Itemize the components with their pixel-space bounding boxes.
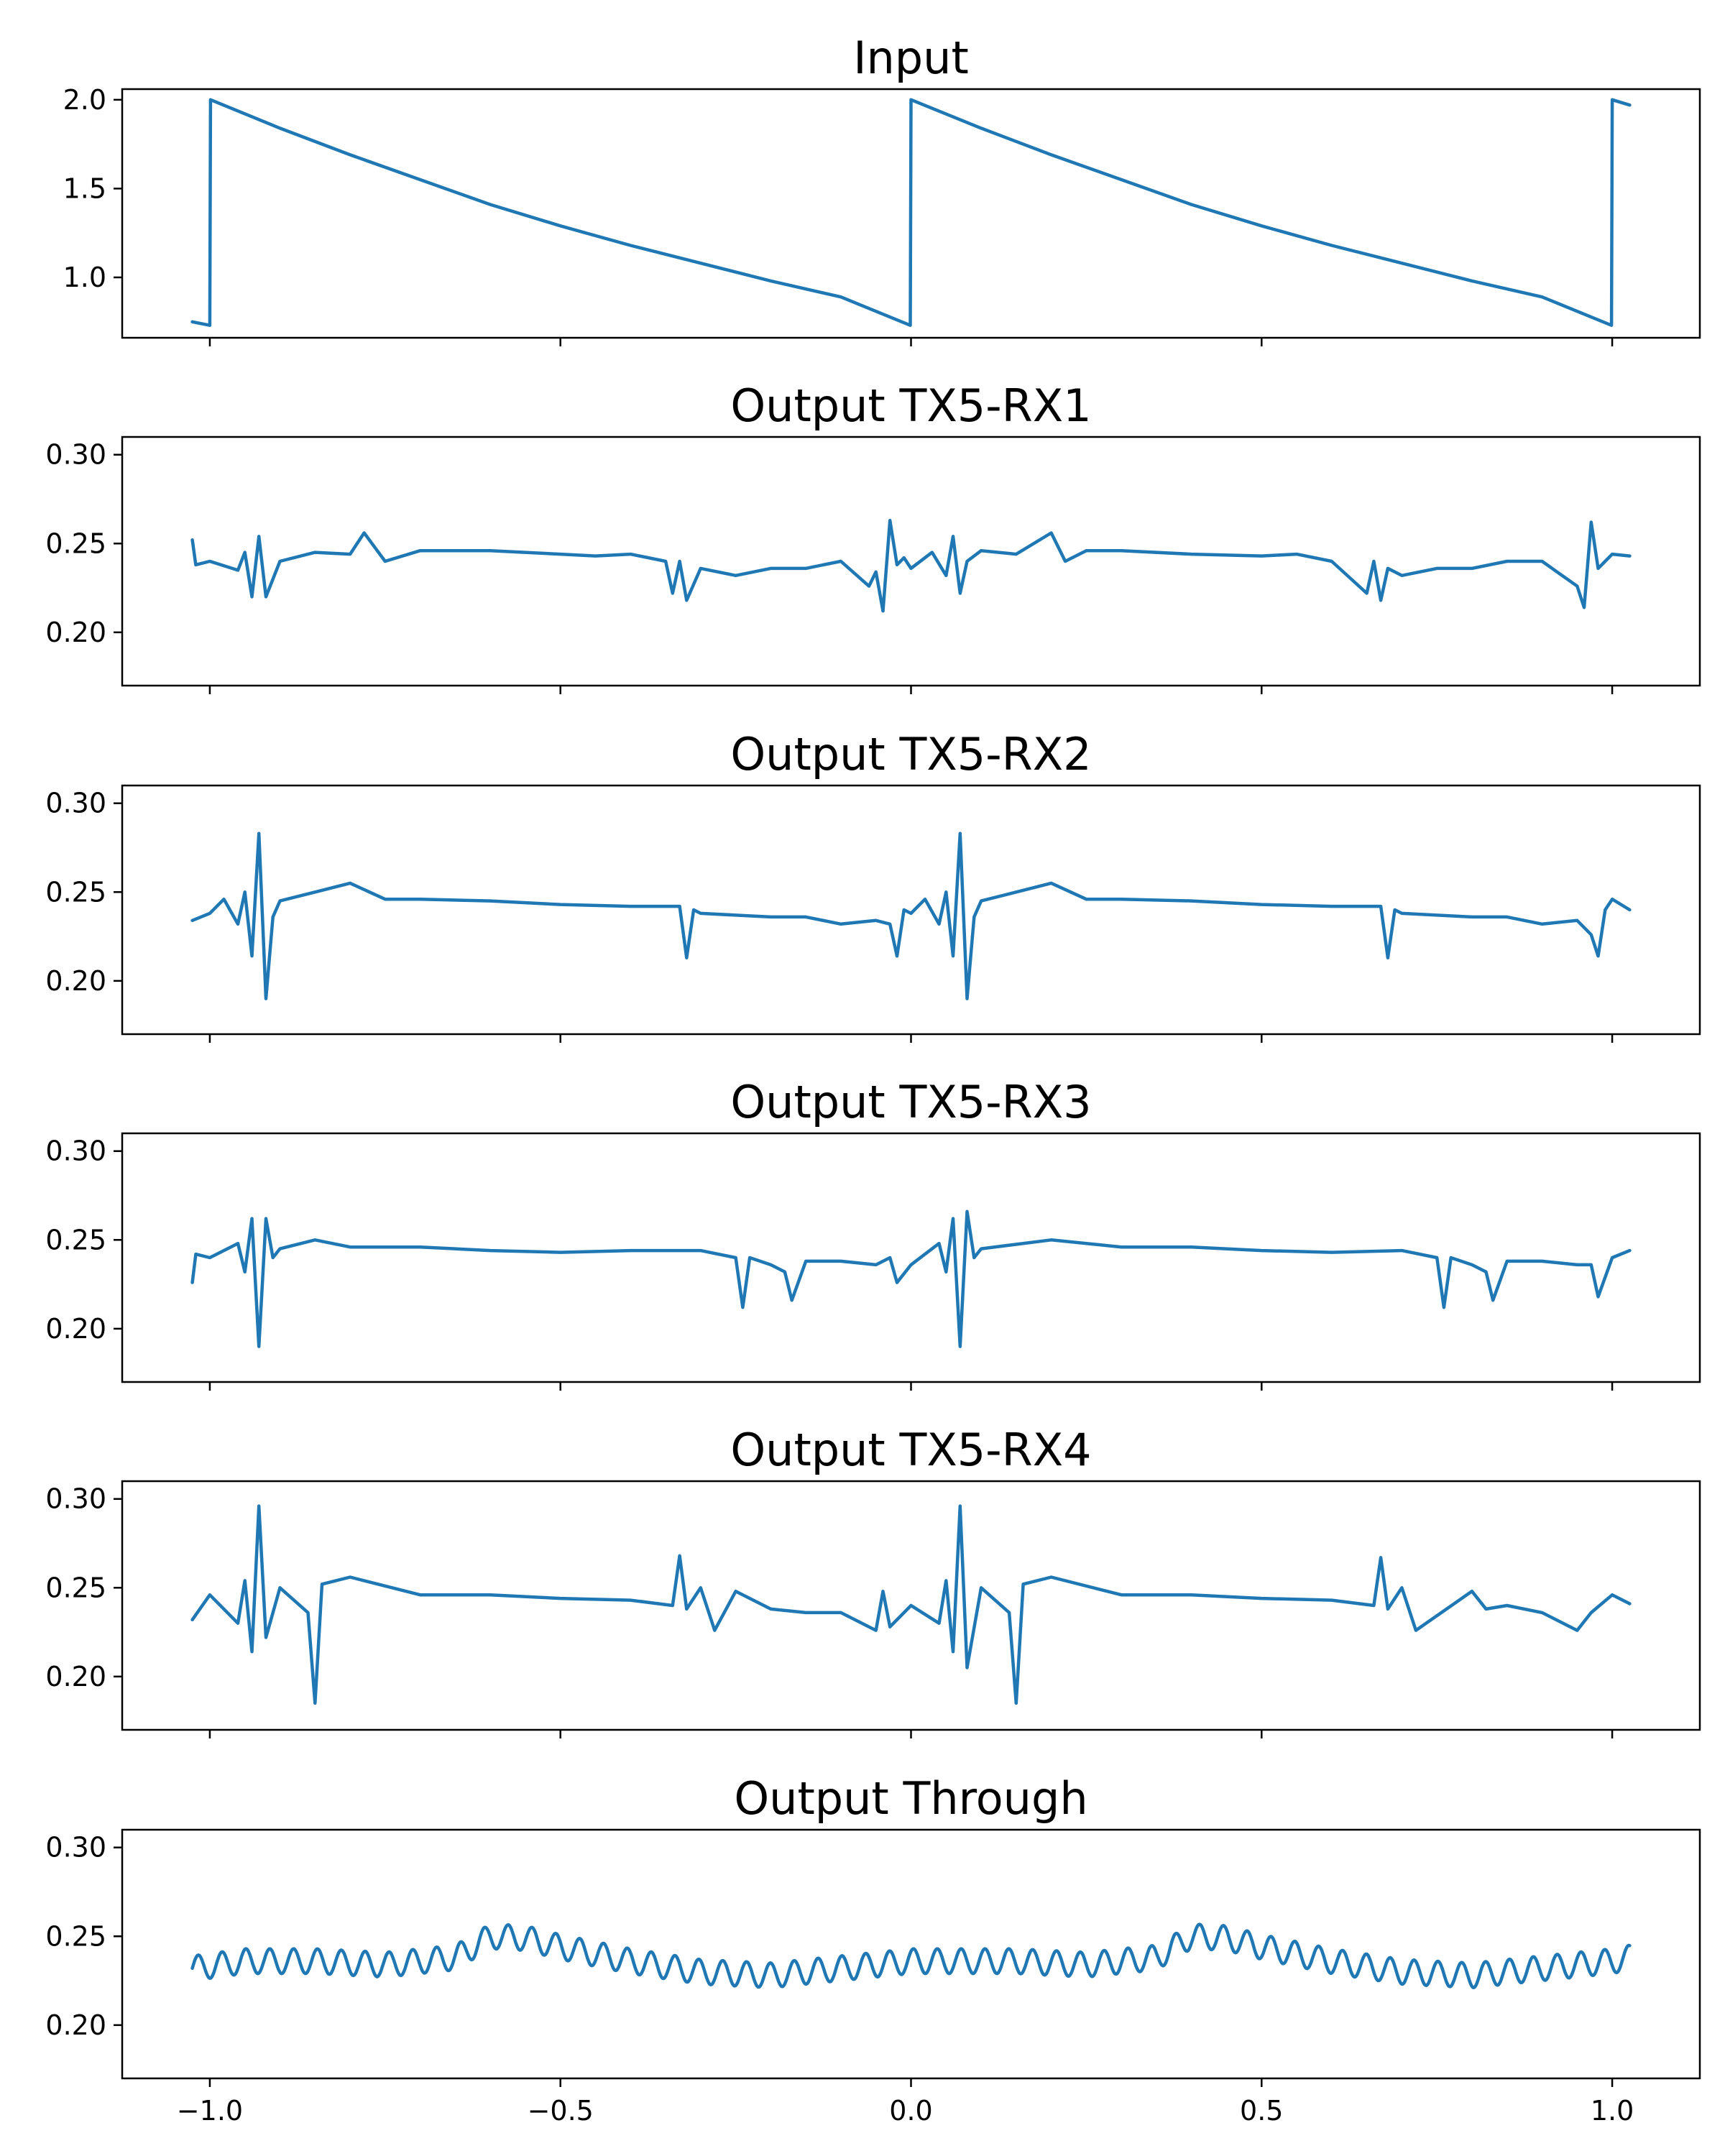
panel-title: Output Through <box>734 1772 1087 1825</box>
y-tick-label: 0.30 <box>45 788 106 819</box>
panel-title: Output TX5-RX4 <box>730 1424 1091 1476</box>
panel-title: Input <box>853 32 969 84</box>
panel-2: Output TX5-RX2 0.20 0.25 0.30 <box>45 728 1701 1043</box>
y-tick-label: 0.20 <box>45 1661 106 1692</box>
panel-4: Output TX5-RX4 0.20 0.25 0.30 <box>45 1424 1701 1738</box>
panel-title: Output TX5-RX1 <box>730 379 1091 432</box>
series-line <box>190 1922 1632 1989</box>
series-line <box>190 98 1632 327</box>
y-tick-label: 0.20 <box>45 2009 106 2041</box>
panel-0: Input 1.0 1.5 2.0 <box>63 32 1701 346</box>
x-tick-label: −0.5 <box>528 2095 594 2127</box>
panel-1: Output TX5-RX1 0.20 0.25 0.30 <box>45 379 1701 694</box>
y-tick-label: 0.25 <box>45 1224 106 1256</box>
x-tick-label: 0.5 <box>1240 2095 1283 2127</box>
y-tick-label: 0.20 <box>45 965 106 997</box>
panel-title: Output TX5-RX3 <box>730 1076 1091 1128</box>
axes-frame <box>121 436 1701 687</box>
y-tick-label: 0.20 <box>45 1313 106 1345</box>
x-tick-label: 1.0 <box>1591 2095 1634 2127</box>
y-tick-label: 1.0 <box>63 262 106 293</box>
y-tick-label: 2.0 <box>63 84 106 116</box>
panel-5: Output Through 0.20 0.25 0.30 −1.0 −0.5 0.0 0.5… <box>45 1772 1701 2127</box>
y-tick-label: 0.25 <box>45 1572 106 1603</box>
axes-frame <box>121 784 1701 1036</box>
series-line <box>190 1504 1632 1705</box>
panel-title: Output TX5-RX2 <box>730 728 1091 780</box>
series-line <box>190 518 1632 613</box>
series-line <box>190 1210 1632 1348</box>
y-tick-label: 0.25 <box>45 876 106 908</box>
y-tick-label: 0.30 <box>45 1832 106 1864</box>
x-tick-label: 0.0 <box>889 2095 932 2127</box>
axes-frame <box>121 1132 1701 1383</box>
y-tick-label: 0.20 <box>45 617 106 648</box>
x-tick-label: −1.0 <box>177 2095 243 2127</box>
series-line <box>190 831 1632 1000</box>
y-tick-label: 0.30 <box>45 1483 106 1515</box>
panel-3: Output TX5-RX3 0.20 0.25 0.30 <box>45 1076 1701 1391</box>
y-tick-label: 0.25 <box>45 1920 106 1952</box>
y-tick-label: 0.25 <box>45 528 106 559</box>
y-tick-label: 0.30 <box>45 439 106 471</box>
y-tick-label: 1.5 <box>63 172 106 204</box>
y-tick-label: 0.30 <box>45 1135 106 1167</box>
